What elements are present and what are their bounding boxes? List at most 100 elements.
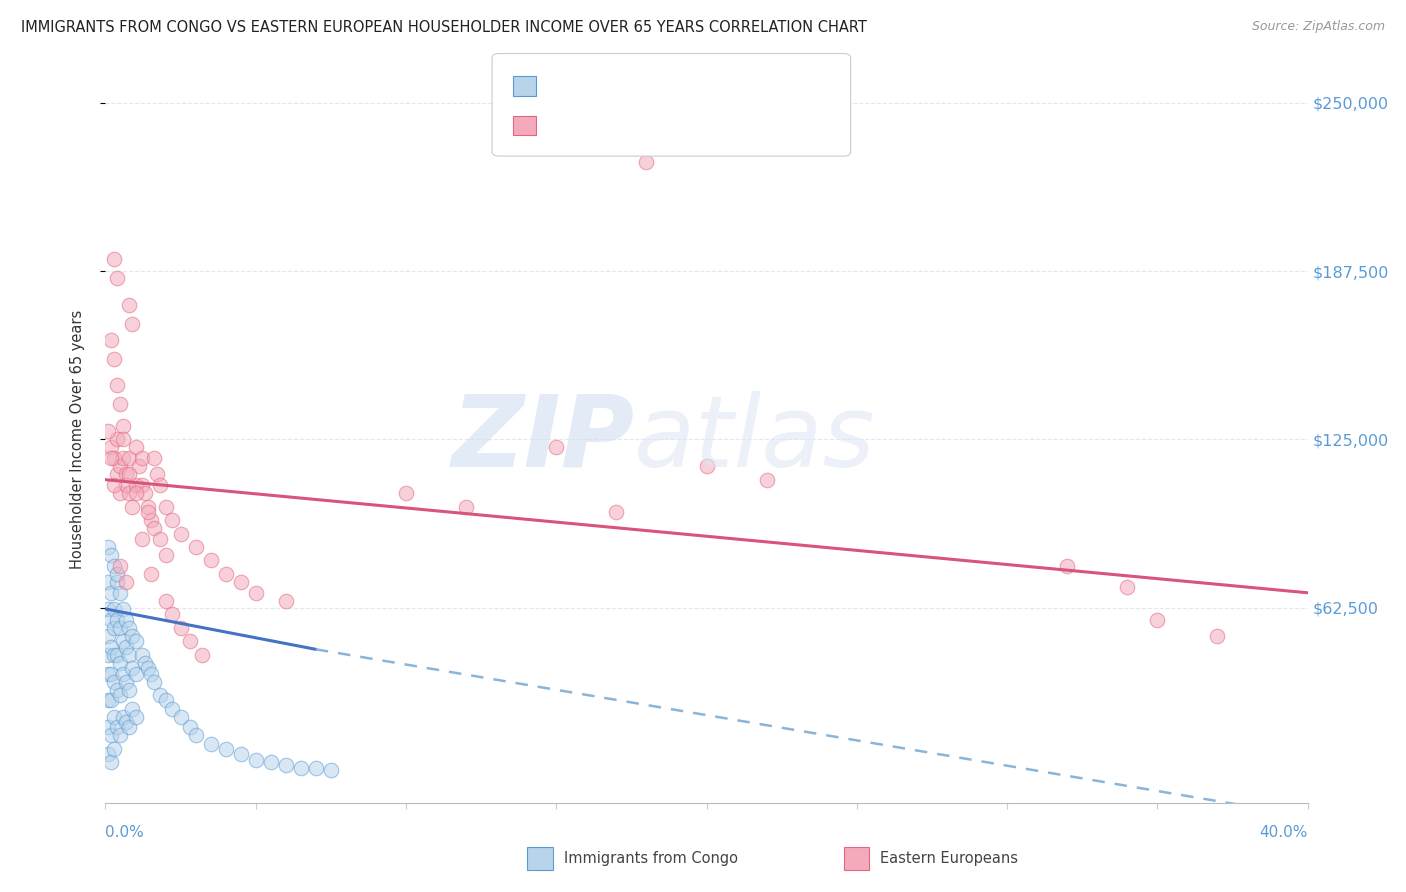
Point — [100, 756, 122, 770]
Point — [1056, 558, 1078, 573]
Point — [1206, 629, 1229, 643]
Point — [136, 505, 159, 519]
Point — [214, 742, 236, 756]
Point — [112, 666, 135, 681]
Point — [100, 451, 122, 466]
Point — [546, 441, 568, 455]
Point — [290, 761, 312, 775]
Point — [169, 621, 191, 635]
Point — [200, 737, 222, 751]
Point — [155, 500, 177, 514]
Point — [755, 473, 778, 487]
Point — [103, 648, 125, 662]
Point — [112, 433, 135, 447]
Point — [112, 451, 135, 466]
Point — [118, 298, 141, 312]
Point — [118, 621, 141, 635]
Point — [145, 467, 167, 482]
Point — [103, 674, 125, 689]
Point — [128, 459, 150, 474]
Point — [155, 594, 177, 608]
Point — [112, 709, 135, 723]
Point — [214, 566, 236, 581]
Point — [97, 666, 120, 681]
Point — [107, 467, 129, 482]
Text: Source: ZipAtlas.com: Source: ZipAtlas.com — [1251, 20, 1385, 33]
Point — [200, 553, 222, 567]
Point — [103, 451, 125, 466]
Point — [260, 756, 283, 770]
Point — [107, 682, 129, 697]
Point — [97, 574, 120, 589]
Point — [97, 693, 120, 707]
Point — [139, 666, 162, 681]
Text: N = 56: N = 56 — [717, 118, 775, 133]
Point — [118, 486, 141, 500]
Point — [107, 720, 129, 734]
Point — [148, 478, 170, 492]
Point — [110, 558, 132, 573]
Point — [124, 441, 146, 455]
Text: 40.0%: 40.0% — [1260, 825, 1308, 840]
Point — [112, 602, 135, 616]
Point — [121, 317, 143, 331]
Point — [103, 709, 125, 723]
Point — [169, 526, 191, 541]
Point — [100, 441, 122, 455]
Y-axis label: Householder Income Over 65 years: Householder Income Over 65 years — [70, 310, 84, 569]
Text: atlas: atlas — [634, 391, 876, 488]
Point — [97, 720, 120, 734]
Point — [139, 513, 162, 527]
Point — [142, 451, 165, 466]
Text: R = -0.123: R = -0.123 — [550, 78, 631, 94]
Text: Immigrants from Congo: Immigrants from Congo — [564, 851, 738, 865]
Point — [229, 574, 252, 589]
Point — [136, 661, 159, 675]
Point — [124, 634, 146, 648]
Point — [124, 486, 146, 500]
Point — [100, 666, 122, 681]
Point — [115, 613, 138, 627]
Point — [305, 761, 328, 775]
Point — [103, 478, 125, 492]
Point — [112, 418, 135, 433]
Point — [97, 540, 120, 554]
Point — [118, 720, 141, 734]
Point — [179, 634, 201, 648]
Point — [134, 486, 156, 500]
Point — [97, 648, 120, 662]
Point — [115, 467, 138, 482]
Point — [115, 640, 138, 654]
Point — [110, 656, 132, 670]
Point — [1116, 581, 1139, 595]
Point — [229, 747, 252, 762]
Point — [100, 729, 122, 743]
Point — [1146, 613, 1168, 627]
Point — [179, 720, 201, 734]
Point — [134, 656, 156, 670]
Text: 0.0%: 0.0% — [105, 825, 145, 840]
Point — [169, 709, 191, 723]
Point — [107, 648, 129, 662]
Point — [112, 634, 135, 648]
Point — [110, 729, 132, 743]
Point — [274, 758, 297, 772]
Text: IMMIGRANTS FROM CONGO VS EASTERN EUROPEAN HOUSEHOLDER INCOME OVER 65 YEARS CORRE: IMMIGRANTS FROM CONGO VS EASTERN EUROPEA… — [21, 20, 868, 35]
Point — [115, 478, 138, 492]
Point — [155, 693, 177, 707]
Point — [121, 701, 143, 715]
Text: N = 74: N = 74 — [717, 78, 775, 94]
Point — [636, 155, 658, 169]
Point — [103, 602, 125, 616]
Point — [118, 467, 141, 482]
Point — [696, 459, 718, 474]
Point — [103, 252, 125, 266]
Point — [184, 729, 207, 743]
Point — [100, 613, 122, 627]
Point — [107, 566, 129, 581]
Point — [118, 648, 141, 662]
Point — [245, 753, 267, 767]
Point — [110, 621, 132, 635]
Point — [118, 682, 141, 697]
Point — [245, 586, 267, 600]
